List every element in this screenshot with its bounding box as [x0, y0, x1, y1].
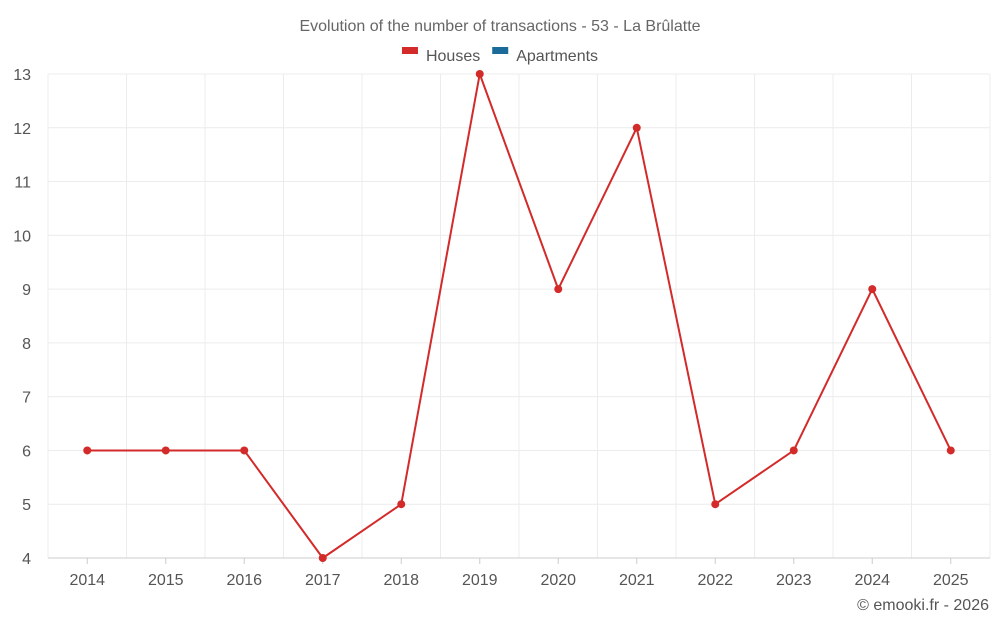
data-point[interactable] [318, 554, 327, 562]
x-tick-label: 2023 [776, 572, 812, 589]
grid [47, 73, 991, 559]
credit-text: © emooki.fr - 2026 [857, 597, 989, 614]
x-tick-label: 2024 [854, 572, 890, 589]
data-point[interactable] [632, 123, 641, 132]
y-tick-label: 4 [22, 551, 31, 568]
data-point[interactable] [83, 446, 92, 455]
legend: Houses Apartments [401, 47, 598, 65]
y-tick-label: 6 [22, 443, 31, 460]
data-point[interactable] [161, 446, 170, 455]
data-point[interactable] [554, 285, 563, 294]
x-tick-label: 2025 [933, 572, 969, 589]
legend-label: Houses [426, 48, 480, 65]
y-tick-label: 12 [13, 121, 31, 138]
y-tick-label: 8 [22, 336, 31, 353]
data-point[interactable] [711, 500, 720, 509]
data-point[interactable] [475, 70, 484, 78]
y-tick-label: 11 [14, 175, 31, 192]
y-tick-label: 13 [13, 67, 31, 84]
y-tick-label: 9 [22, 282, 31, 299]
data-point[interactable] [397, 500, 406, 509]
axes: 4 5 6 7 8 9 10 11 12 13 2014 2015 2016 2017 2018 2019 20… [13, 67, 990, 589]
x-tick-label: 2021 [619, 572, 655, 589]
legend-swatch [401, 47, 418, 54]
legend-item-houses[interactable]: Houses [401, 47, 480, 65]
chart-title: Evolution of the number of transactions … [299, 18, 700, 35]
data-point[interactable] [868, 285, 877, 294]
legend-item-apartments[interactable]: Apartments [492, 47, 598, 65]
series-layer [83, 70, 955, 562]
x-tick-label: 2016 [226, 572, 262, 589]
x-tick-label: 2017 [305, 572, 341, 589]
series-line-houses [87, 73, 952, 559]
data-point[interactable] [946, 446, 955, 455]
x-tick-label: 2020 [540, 572, 576, 589]
legend-swatch [492, 47, 509, 54]
y-tick-label: 5 [22, 497, 31, 514]
y-tick-label: 7 [22, 390, 31, 407]
x-tick-label: 2022 [697, 572, 733, 589]
x-tick-label: 2014 [69, 572, 105, 589]
y-tick-label: 10 [13, 228, 31, 245]
x-tick-label: 2019 [462, 572, 498, 589]
data-point[interactable] [789, 446, 798, 455]
legend-label: Apartments [516, 48, 598, 65]
x-tick-label: 2015 [148, 572, 184, 589]
x-tick-label: 2018 [383, 572, 419, 589]
data-point[interactable] [240, 446, 249, 455]
